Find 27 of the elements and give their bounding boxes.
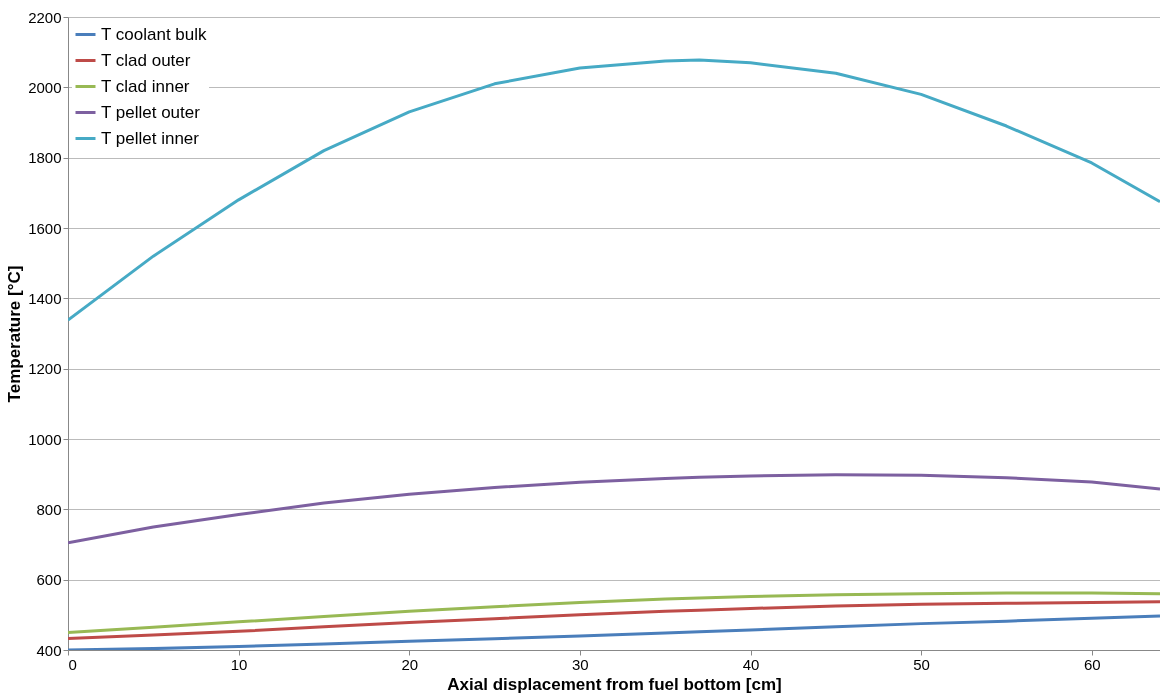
legend-label: T pellet inner [101, 128, 200, 148]
line-series [68, 473, 1160, 545]
x-tick-label: 20 [401, 655, 419, 673]
y-tick-label: 1800 [28, 149, 62, 167]
line-series [68, 600, 1160, 640]
y-tick-label: 2000 [28, 78, 62, 96]
y-tick-label: 600 [36, 571, 62, 589]
y-axis-title: Temperature [°C] [5, 265, 25, 403]
y-tick-label: 1200 [28, 360, 62, 378]
legend-label: T pellet outer [101, 102, 201, 122]
x-tick-label: 0 [68, 655, 77, 673]
y-tick-label: 1400 [28, 289, 62, 307]
x-tick-label: 60 [1083, 655, 1101, 673]
x-axis-title: Axial displacement from fuel bottom [cm] [447, 674, 782, 694]
line-series [68, 591, 1160, 634]
y-tick-label: 400 [36, 641, 62, 659]
x-tick-label: 10 [230, 655, 248, 673]
y-tick-label: 800 [36, 500, 62, 518]
legend-label: T clad inner [101, 76, 190, 96]
x-tick-label: 40 [742, 655, 760, 673]
y-tick-label: 1000 [28, 430, 62, 448]
y-tick-label: 1600 [28, 219, 62, 237]
legend-label: T coolant bulk [101, 24, 208, 44]
legend-label: T clad outer [101, 50, 191, 70]
y-tick-label: 2200 [28, 8, 62, 26]
x-tick-label: 50 [913, 655, 930, 673]
x-tick-label: 30 [572, 655, 589, 673]
